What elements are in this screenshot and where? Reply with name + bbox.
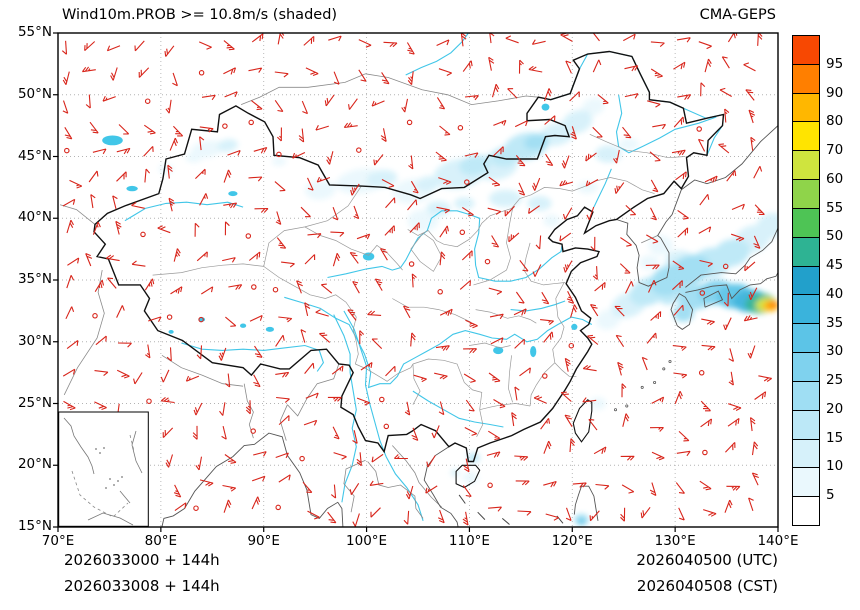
colorbar [792,35,820,526]
y-tick-label: 30°N [17,332,52,349]
colorbar-tick-label: 25 [826,372,844,389]
y-tick-label: 40°N [17,209,52,226]
colorbar-tick-label: 35 [826,314,844,331]
colorbar-segment [793,496,819,526]
x-tick-label: 70°E [41,533,75,549]
colorbar-tick-label: 30 [826,343,844,360]
valid-time-cst: 2026040508 (CST) [636,577,778,595]
x-tick-label: 140°E [757,533,799,549]
china-boundary [93,50,725,489]
nine-dash-segments [458,494,564,525]
y-tick-label: 15°N [17,518,52,534]
probability-shading [158,97,778,526]
map-layers [58,33,778,527]
y-tick-label: 55°N [17,24,52,40]
colorbar-tick-label: 20 [826,400,844,417]
colorbar-tick-label: 70 [826,142,844,159]
inset-map [58,411,149,527]
colorbar-tick-label: 80 [826,113,844,130]
country-borders [59,73,658,519]
x-tick-label: 130°E [654,533,696,549]
coastlines [161,125,778,527]
colorbar-segment [793,265,819,295]
init-time-utc: 2026033000 + 144h [64,551,220,569]
colorbar-segment [793,36,819,64]
model-label: CMA-GEPS [699,7,776,23]
colorbar-tick-label: 50 [826,228,844,245]
colorbar-tick-label: 15 [826,429,844,446]
colorbar-segment [793,121,819,151]
valid-time-utc: 2026040500 (UTC) [636,551,778,569]
y-tick-label: 25°N [17,394,52,411]
x-tick-label: 90°E [247,533,280,549]
colorbar-tick-label: 40 [826,285,844,302]
colorbar-segment [793,63,819,93]
colorbar-tick-label: 90 [826,84,844,101]
colorbar-segment [793,323,819,353]
x-tick-label: 100°E [346,533,388,549]
colorbar-segment [793,150,819,180]
y-tick-label: 20°N [17,456,52,473]
y-tick-label: 45°N [17,147,52,164]
colorbar-tick-label: 95 [826,55,844,72]
colorbar-tick-label: 60 [826,170,844,187]
rivers [124,33,724,521]
map-canvas [53,32,779,532]
lakes [102,103,578,358]
colorbar-tick-label: 45 [826,257,844,274]
colorbar-tick-label: 55 [826,199,844,216]
colorbar-segment [793,352,819,381]
wind-barbs [61,33,773,527]
colorbar-segment [793,438,819,468]
init-time-cst: 2026033008 + 144h [64,577,220,595]
colorbar-segment [793,236,819,266]
colorbar-tick-label: 10 [826,458,844,475]
chart-title: Wind10m.PROB >= 10.8m/s (shaded) [62,7,338,23]
colorbar-segment [793,179,819,208]
colorbar-segment [793,92,819,122]
y-tick-label: 35°N [17,271,52,287]
x-tick-label: 120°E [551,533,593,549]
colorbar-tick-label: 5 [826,487,835,504]
x-tick-label: 110°E [448,533,490,549]
colorbar-segment [793,467,819,497]
y-tick-label: 50°N [17,85,52,102]
colorbar-segment [793,294,819,324]
colorbar-segment [793,207,819,237]
colorbar-segment [793,380,819,410]
colorbar-segment [793,409,819,439]
x-tick-label: 80°E [144,533,178,549]
